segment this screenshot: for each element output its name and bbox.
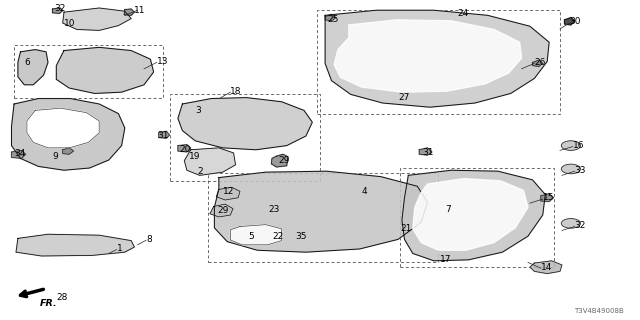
- Text: 35: 35: [296, 232, 307, 241]
- Text: 22: 22: [272, 232, 284, 241]
- Polygon shape: [532, 60, 543, 67]
- Text: T3V4B49008B: T3V4B49008B: [574, 308, 624, 314]
- Polygon shape: [52, 8, 63, 13]
- Text: 24: 24: [458, 9, 469, 18]
- Circle shape: [561, 141, 580, 150]
- Bar: [14, 45, 163, 98]
- Text: 19: 19: [189, 152, 200, 161]
- Polygon shape: [178, 145, 191, 152]
- Bar: [317, 10, 560, 114]
- Polygon shape: [214, 171, 428, 252]
- Text: 11: 11: [134, 6, 146, 15]
- Polygon shape: [413, 179, 528, 250]
- Polygon shape: [184, 148, 236, 175]
- Text: 25: 25: [328, 15, 339, 24]
- Polygon shape: [419, 148, 432, 155]
- Text: 17: 17: [440, 255, 452, 264]
- Polygon shape: [12, 150, 26, 158]
- Text: 18: 18: [230, 87, 242, 96]
- Polygon shape: [56, 47, 154, 93]
- Polygon shape: [178, 98, 312, 150]
- Polygon shape: [564, 18, 575, 25]
- Polygon shape: [402, 170, 545, 261]
- Polygon shape: [210, 204, 233, 217]
- Polygon shape: [63, 8, 131, 30]
- Bar: [208, 173, 438, 262]
- Text: 7: 7: [445, 205, 451, 214]
- Text: 21: 21: [400, 224, 412, 233]
- Text: 20: 20: [179, 145, 191, 154]
- Text: 29: 29: [218, 206, 229, 215]
- Text: 16: 16: [573, 141, 584, 150]
- Polygon shape: [124, 9, 134, 15]
- Polygon shape: [159, 131, 170, 138]
- Polygon shape: [12, 99, 125, 170]
- Text: 4: 4: [362, 188, 367, 196]
- Text: 13: 13: [157, 57, 168, 66]
- Polygon shape: [18, 50, 48, 85]
- Text: 26: 26: [534, 58, 546, 67]
- Text: FR.: FR.: [40, 299, 58, 308]
- Polygon shape: [230, 225, 282, 245]
- Text: 14: 14: [541, 263, 552, 272]
- Text: 3: 3: [195, 106, 201, 115]
- Text: 8: 8: [146, 235, 152, 244]
- Polygon shape: [541, 194, 554, 202]
- Text: 27: 27: [398, 93, 410, 102]
- Polygon shape: [334, 20, 522, 92]
- Polygon shape: [16, 234, 134, 256]
- Text: 12: 12: [223, 188, 234, 196]
- Polygon shape: [27, 108, 99, 148]
- Text: 33: 33: [575, 166, 586, 175]
- Text: 2: 2: [197, 167, 203, 176]
- Polygon shape: [530, 261, 562, 274]
- Polygon shape: [63, 148, 74, 154]
- Polygon shape: [271, 154, 288, 167]
- Polygon shape: [325, 14, 336, 21]
- Text: 6: 6: [24, 58, 30, 67]
- Text: 15: 15: [543, 193, 554, 202]
- Text: 30: 30: [570, 17, 581, 26]
- Text: 5: 5: [248, 232, 254, 241]
- Text: 32: 32: [575, 221, 586, 230]
- Text: 10: 10: [64, 19, 76, 28]
- Text: 29: 29: [278, 156, 290, 165]
- Text: 34: 34: [14, 149, 26, 158]
- Text: 9: 9: [52, 152, 58, 161]
- Circle shape: [561, 164, 580, 174]
- Text: 1: 1: [116, 244, 122, 253]
- Bar: [170, 94, 320, 181]
- Polygon shape: [325, 10, 549, 107]
- Text: 31: 31: [157, 132, 168, 140]
- Bar: [400, 168, 554, 267]
- Polygon shape: [216, 187, 240, 200]
- Text: 28: 28: [56, 293, 68, 302]
- Text: 31: 31: [422, 148, 434, 157]
- Text: 23: 23: [269, 205, 280, 214]
- Text: 32: 32: [54, 4, 66, 13]
- Circle shape: [561, 219, 580, 228]
